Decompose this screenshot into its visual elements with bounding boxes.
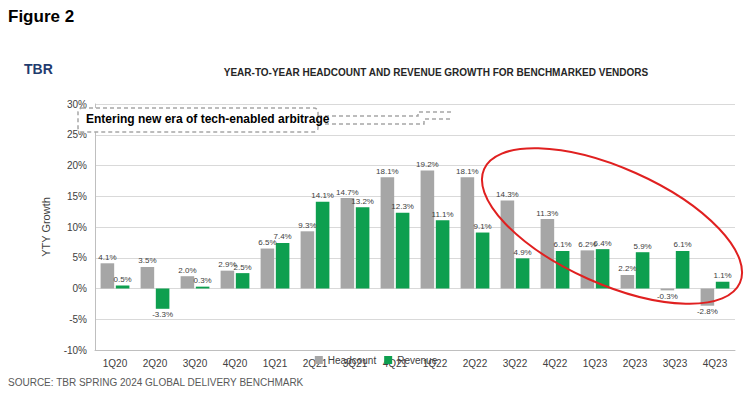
- svg-text:18.1%: 18.1%: [456, 167, 479, 176]
- svg-text:20%: 20%: [67, 160, 87, 171]
- svg-text:5%: 5%: [73, 252, 88, 263]
- svg-text:2Q21: 2Q21: [302, 357, 328, 369]
- svg-text:2.5%: 2.5%: [233, 263, 251, 272]
- svg-text:Revenue: Revenue: [397, 355, 437, 366]
- svg-text:9.3%: 9.3%: [298, 221, 316, 230]
- svg-text:10%: 10%: [67, 222, 87, 233]
- svg-text:4.1%: 4.1%: [98, 253, 116, 262]
- svg-text:25%: 25%: [67, 129, 87, 141]
- svg-text:1Q20: 1Q20: [103, 358, 128, 369]
- svg-text:3Q20: 3Q20: [183, 358, 208, 369]
- svg-text:YTY Growth: YTY Growth: [40, 197, 52, 257]
- svg-text:30%: 30%: [67, 98, 87, 110]
- svg-text:Entering new era of tech-enabl: Entering new era of tech-enabled arbitra…: [86, 112, 330, 126]
- svg-text:4Q20: 4Q20: [223, 358, 248, 369]
- svg-text:11.1%: 11.1%: [432, 210, 454, 219]
- svg-text:11.3%: 11.3%: [536, 209, 558, 218]
- svg-text:-5%: -5%: [69, 314, 87, 325]
- svg-text:1Q21: 1Q21: [263, 358, 288, 369]
- svg-text:2Q23: 2Q23: [623, 358, 648, 369]
- svg-text:-2.8%: -2.8%: [697, 307, 718, 316]
- svg-text:18.1%: 18.1%: [376, 167, 399, 176]
- svg-text:19.2%: 19.2%: [416, 160, 439, 169]
- svg-text:1.1%: 1.1%: [713, 271, 731, 280]
- svg-text:9.1%: 9.1%: [473, 222, 491, 231]
- svg-text:14.3%: 14.3%: [496, 190, 519, 199]
- svg-text:6.2%: 6.2%: [578, 239, 597, 249]
- svg-text:3Q23: 3Q23: [663, 358, 688, 369]
- svg-text:14.7%: 14.7%: [336, 188, 359, 197]
- svg-text:3.5%: 3.5%: [138, 256, 156, 265]
- svg-text:2.0%: 2.0%: [178, 266, 196, 275]
- svg-text:1Q23: 1Q23: [583, 358, 608, 369]
- svg-text:6.5%: 6.5%: [258, 238, 277, 247]
- svg-text:2Q20: 2Q20: [143, 358, 168, 369]
- svg-text:-0.3%: -0.3%: [657, 292, 678, 301]
- svg-text:7.4%: 7.4%: [273, 232, 291, 241]
- svg-text:0.3%: 0.3%: [193, 276, 211, 285]
- svg-text:Headcount: Headcount: [328, 355, 377, 366]
- svg-text:SOURCE: TBR SPRING 2024 GLOBAL: SOURCE: TBR SPRING 2024 GLOBAL DELIVERY …: [8, 377, 304, 388]
- svg-text:6.1%: 6.1%: [553, 240, 571, 249]
- svg-text:-3.3%: -3.3%: [152, 310, 173, 319]
- svg-text:TBR: TBR: [24, 61, 53, 77]
- svg-text:2.2%: 2.2%: [618, 264, 636, 273]
- svg-text:15%: 15%: [67, 191, 87, 202]
- svg-text:0.5%: 0.5%: [113, 275, 131, 284]
- svg-text:4Q22: 4Q22: [543, 358, 568, 369]
- svg-text:3Q22: 3Q22: [503, 358, 528, 369]
- svg-text:6.4%: 6.4%: [593, 239, 611, 248]
- svg-text:-10%: -10%: [64, 345, 87, 356]
- svg-text:4Q23: 4Q23: [703, 358, 728, 369]
- svg-text:6.1%: 6.1%: [673, 240, 691, 249]
- svg-text:12.3%: 12.3%: [391, 202, 414, 211]
- svg-text:Figure 2: Figure 2: [8, 7, 74, 26]
- svg-text:13.2%: 13.2%: [351, 197, 374, 206]
- svg-text:2Q22: 2Q22: [463, 358, 488, 369]
- svg-text:2.9%: 2.9%: [218, 260, 237, 270]
- svg-text:YEAR-TO-YEAR HEADCOUNT AND REV: YEAR-TO-YEAR HEADCOUNT AND REVENUE GROWT…: [224, 67, 649, 78]
- svg-text:0%: 0%: [73, 283, 88, 294]
- svg-text:4.9%: 4.9%: [513, 248, 531, 257]
- svg-text:14.1%: 14.1%: [311, 191, 334, 200]
- svg-text:5.9%: 5.9%: [633, 242, 651, 251]
